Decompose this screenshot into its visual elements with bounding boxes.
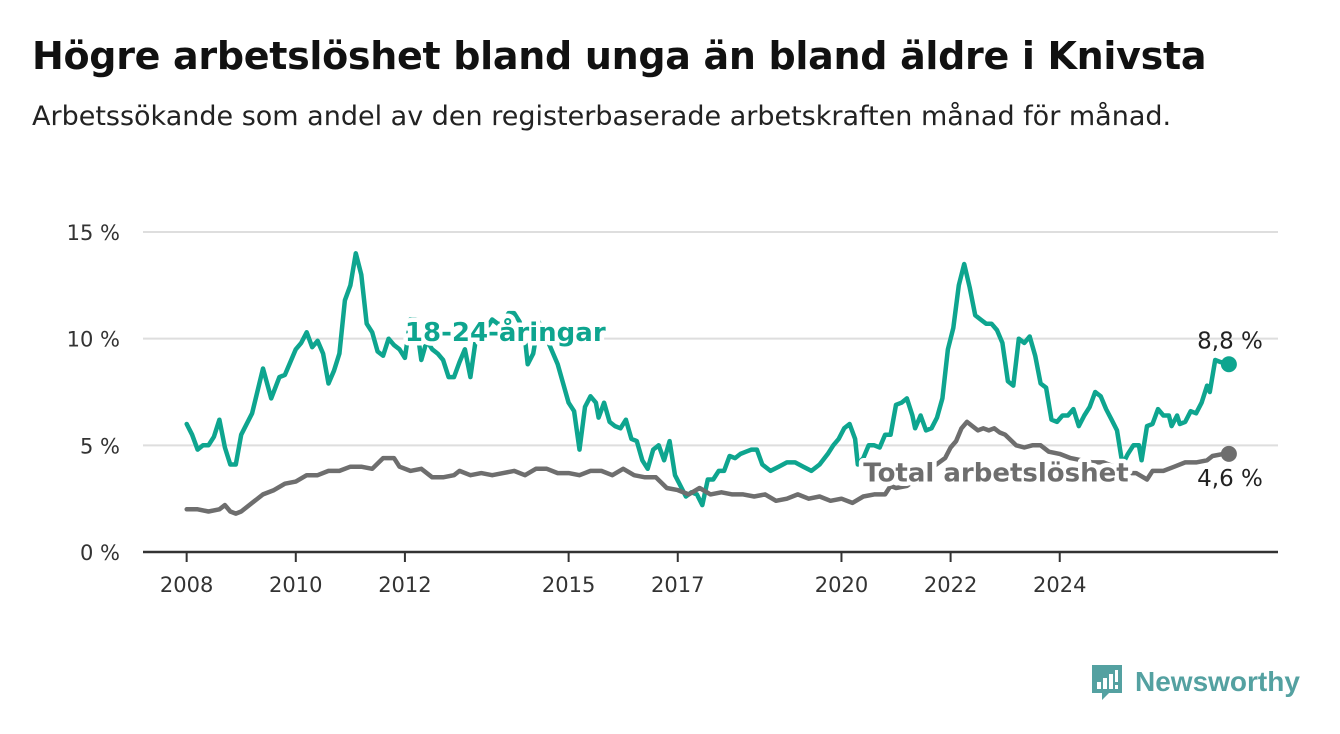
newsworthy-logo: Newsworthy — [1089, 660, 1300, 704]
end-point-youth — [1220, 356, 1237, 373]
x-tick-label: 2015 — [542, 573, 595, 597]
newsworthy-logo-icon — [1092, 665, 1122, 700]
series-label-halo: 18-24-åringar — [405, 316, 606, 348]
series-line-total — [184, 419, 1232, 516]
series-label-youth: 18-24-åringar — [405, 316, 606, 348]
gridlines — [143, 231, 1278, 447]
y-tick-label: 0 % — [80, 541, 120, 565]
x-tick-label: 2020 — [815, 573, 868, 597]
chart-subtitle: Arbetssökande som andel av den registerb… — [32, 101, 1172, 132]
x-tick-label: 2017 — [651, 573, 704, 597]
end-value-label-youth: 8,8 % — [1197, 328, 1263, 354]
brand-name: Newsworthy — [1135, 666, 1300, 697]
end-point-total — [1220, 445, 1237, 462]
axes: 0 % 5 % 10 % 15 % 2008 2010 2012 2015 2017 2020 20… — [67, 221, 1278, 597]
x-tick-label: 2022 — [924, 573, 977, 597]
y-tick-label: 10 % — [67, 328, 120, 352]
y-tick-label: 5 % — [80, 434, 120, 458]
x-tick-label: 2012 — [378, 573, 431, 597]
chart-title: Högre arbetslöshet bland unga än bland ä… — [32, 34, 1207, 78]
x-tick-label: 2010 — [269, 573, 322, 597]
y-tick-label: 15 % — [67, 221, 120, 245]
series-lines — [184, 251, 1232, 516]
end-value-label-total: 4,6 % — [1197, 466, 1263, 492]
series-label-halo: Total arbetslöshet — [863, 459, 1128, 489]
x-tick-label: 2008 — [160, 573, 213, 597]
series-line-youth — [184, 251, 1232, 508]
x-tick-label: 2024 — [1033, 573, 1086, 597]
series-label-total: Total arbetslöshet — [863, 459, 1128, 489]
